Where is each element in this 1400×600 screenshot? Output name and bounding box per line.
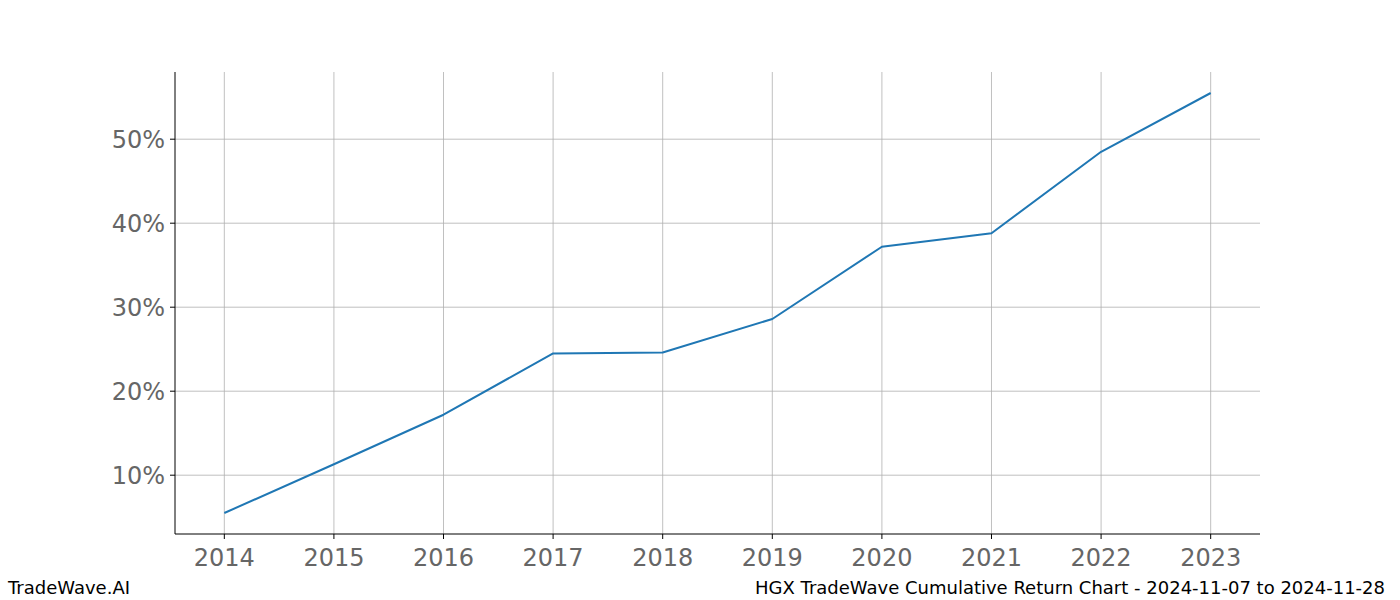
y-axis-line [175,72,176,534]
grid-line-x [991,72,992,534]
grid-line-x [443,72,444,534]
x-axis-line [175,534,1260,535]
grid-line-y [175,223,1260,224]
footer-right: HGX TradeWave Cumulative Return Chart - … [755,577,1385,598]
x-tick-label: 2017 [523,544,584,572]
chart-container: 2014 2015 2016 2017 2018 2019 2020 2021 2022 2023… [0,0,1400,600]
x-tick [443,534,444,539]
y-tick-label: 30% [112,294,165,322]
plot-area [224,93,1210,513]
grid-line-y [175,307,1260,308]
x-tick-label: 2019 [742,544,803,572]
grid-line-x [553,72,554,534]
x-tick-label: 2014 [194,544,255,572]
grid-line-x [1210,72,1211,534]
grid-line-x [881,72,882,534]
footer-left: TradeWave.AI [7,577,130,598]
grid-line-y [175,391,1260,392]
grid-line-x [662,72,663,534]
series-line [224,93,1210,513]
grid-line-x [772,72,773,534]
x-tick [1101,534,1102,539]
x-tick [333,534,334,539]
x-tick [772,534,773,539]
y-tick [170,475,175,476]
x-tick-label: 2015 [303,544,364,572]
x-tick-label: 2020 [851,544,912,572]
y-tick [170,391,175,392]
y-tick [170,139,175,140]
x-tick-label: 2018 [632,544,693,572]
y-tick [170,223,175,224]
x-tick-label: 2022 [1071,544,1132,572]
y-tick-label: 40% [112,210,165,238]
grid-line-y [175,139,1260,140]
y-tick [170,307,175,308]
grid-line-x [224,72,225,534]
y-tick-label: 20% [112,378,165,406]
y-tick-label: 50% [112,126,165,154]
x-tick [553,534,554,539]
x-tick-label: 2023 [1180,544,1241,572]
x-tick [881,534,882,539]
x-tick [662,534,663,539]
grid-line-x [1101,72,1102,534]
x-tick [991,534,992,539]
x-tick-label: 2016 [413,544,474,572]
grid-line-y [175,475,1260,476]
background [0,0,1400,600]
y-tick-label: 10% [112,462,165,490]
x-tick-label: 2021 [961,544,1022,572]
x-tick [224,534,225,539]
chart-svg: 2014 2015 2016 2017 2018 2019 2020 2021 2022 2023… [0,0,1400,600]
x-tick [1210,534,1211,539]
